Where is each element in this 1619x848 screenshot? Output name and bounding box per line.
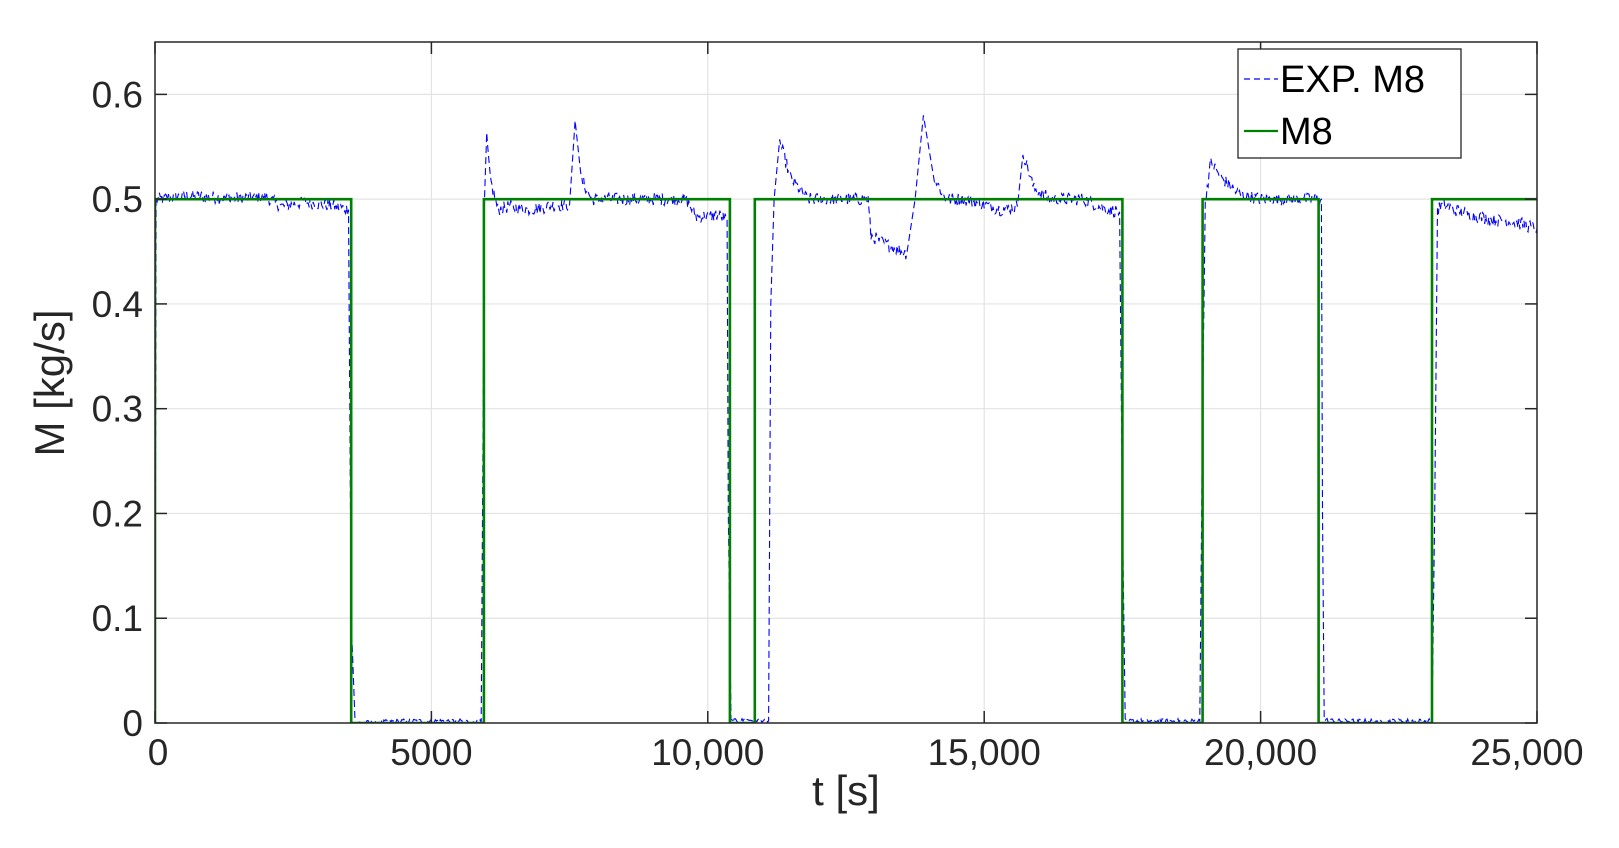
legend-box (1237, 48, 1462, 159)
y-tick-label: 0.4 (92, 284, 143, 325)
legend-label: EXP. M8 (1280, 59, 1425, 101)
plot-frame (154, 41, 1538, 724)
series-layer (155, 115, 1537, 723)
y-tick-label: 0.3 (92, 389, 143, 430)
series-line-exp-m8 (155, 115, 1537, 723)
x-tick-label: 0 (148, 732, 169, 773)
legend-label: M8 (1280, 111, 1333, 153)
x-tick-label: 20,000 (1204, 732, 1317, 773)
y-tick-label: 0.6 (92, 74, 143, 115)
y-tick-label: 0.1 (92, 598, 143, 639)
x-axis-ticks: 0 5000 10,000 15,000 20,000 25,000 (148, 42, 1584, 773)
x-tick-label: 10,000 (651, 732, 764, 773)
y-tick-label: 0 (122, 703, 143, 744)
x-tick-label: 15,000 (928, 732, 1041, 773)
y-tick-label: 0.5 (92, 179, 143, 220)
y-tick-label: 0.2 (92, 493, 143, 534)
series-line-m8 (155, 197, 1537, 723)
x-tick-label: 5000 (390, 732, 472, 773)
y-axis-ticks: 0 0.1 0.2 0.3 0.4 0.5 0.6 (92, 74, 1537, 744)
x-axis-label: t [s] (812, 767, 880, 814)
legend: EXP. M8 M8 (1237, 48, 1462, 159)
y-axis-label: M [kg/s] (26, 309, 73, 456)
x-tick-label: 25,000 (1470, 732, 1583, 773)
